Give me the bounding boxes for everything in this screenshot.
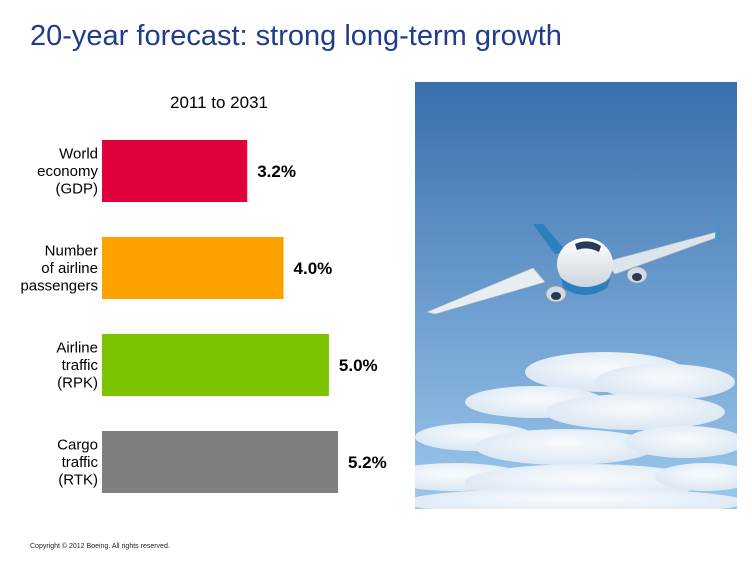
chart-canvas: 2011 to 2031 3.2% World economy (GDP) 4.0% Nu… (20, 93, 387, 493)
category-label-line: passengers (20, 278, 98, 295)
bar-value-label-3: 5.2% (348, 453, 387, 472)
bar-2 (102, 334, 329, 396)
bar-value-label-1: 4.0% (294, 259, 333, 278)
category-label-1: Number of airline passengers (20, 243, 98, 295)
category-label-line: (RTK) (58, 472, 98, 489)
growth-forecast-chart: 2011 to 2031 3.2% World economy (GDP) 4.0% Nu… (0, 80, 410, 510)
category-label-line: Number (45, 243, 98, 260)
category-label-line: economy (37, 163, 98, 180)
category-label-line: (GDP) (56, 181, 99, 198)
category-label-line: Cargo (57, 437, 98, 454)
copyright-text: Copyright © 2012 Boeing. All rights rese… (30, 543, 170, 550)
category-label-line: World (59, 146, 98, 163)
category-label-line: traffic (62, 357, 99, 374)
category-label-line: of airline (41, 260, 98, 277)
bar-0 (102, 140, 248, 202)
airplane-photo (415, 82, 737, 509)
chart-title: 2011 to 2031 (170, 93, 268, 112)
bar-value-label-0: 3.2% (257, 162, 296, 181)
category-label-0: World economy (GDP) (37, 146, 98, 198)
bar-value-label-2: 5.0% (339, 356, 378, 375)
category-label-line: (RPK) (57, 375, 98, 392)
page-title: 20-year forecast: strong long-term growt… (30, 20, 562, 52)
category-label-line: Airline (56, 340, 98, 357)
bar-3 (102, 431, 338, 493)
category-label-3: Cargo traffic (RTK) (57, 437, 98, 489)
bar-1 (102, 237, 284, 299)
category-label-line: traffic (62, 454, 99, 471)
category-label-2: Airline traffic (RPK) (56, 340, 98, 392)
